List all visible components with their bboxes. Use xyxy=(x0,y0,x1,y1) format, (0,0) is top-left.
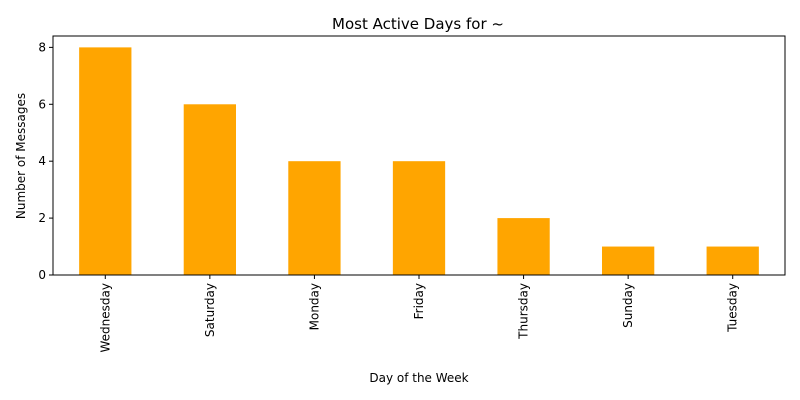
x-axis-label: Day of the Week xyxy=(369,371,468,385)
bar-saturday xyxy=(183,104,236,275)
bar-thursday xyxy=(497,218,550,275)
chart-title: Most Active Days for ~ xyxy=(332,15,504,33)
bars-group xyxy=(79,47,759,275)
y-tick-label: 0 xyxy=(38,268,46,282)
x-tick-label: Sunday xyxy=(621,283,635,328)
plot-frame xyxy=(52,35,786,276)
bar-friday xyxy=(392,161,446,275)
y-tick-label: 2 xyxy=(38,211,46,225)
x-tick-label: Saturday xyxy=(203,283,217,337)
y-axis: 0 2 4 6 8 xyxy=(38,40,53,282)
x-tick-label: Wednesday xyxy=(98,283,112,352)
x-tick-label: Monday xyxy=(307,283,321,330)
bar-sunday xyxy=(602,246,655,275)
y-tick-label: 6 xyxy=(38,97,46,111)
x-tick-label: Tuesday xyxy=(726,283,740,333)
x-axis: Wednesday Saturday Monday Friday Thursday Sun… xyxy=(98,275,740,352)
y-tick-label: 8 xyxy=(38,40,46,54)
bar-monday xyxy=(288,161,341,275)
bar-tuesday xyxy=(706,246,759,275)
x-tick-label: Thursday xyxy=(517,283,531,340)
y-axis-label: Number of Messages xyxy=(14,93,28,219)
y-tick-label: 4 xyxy=(38,154,46,168)
bar-wednesday xyxy=(79,47,132,275)
x-tick-label: Friday xyxy=(412,283,426,319)
